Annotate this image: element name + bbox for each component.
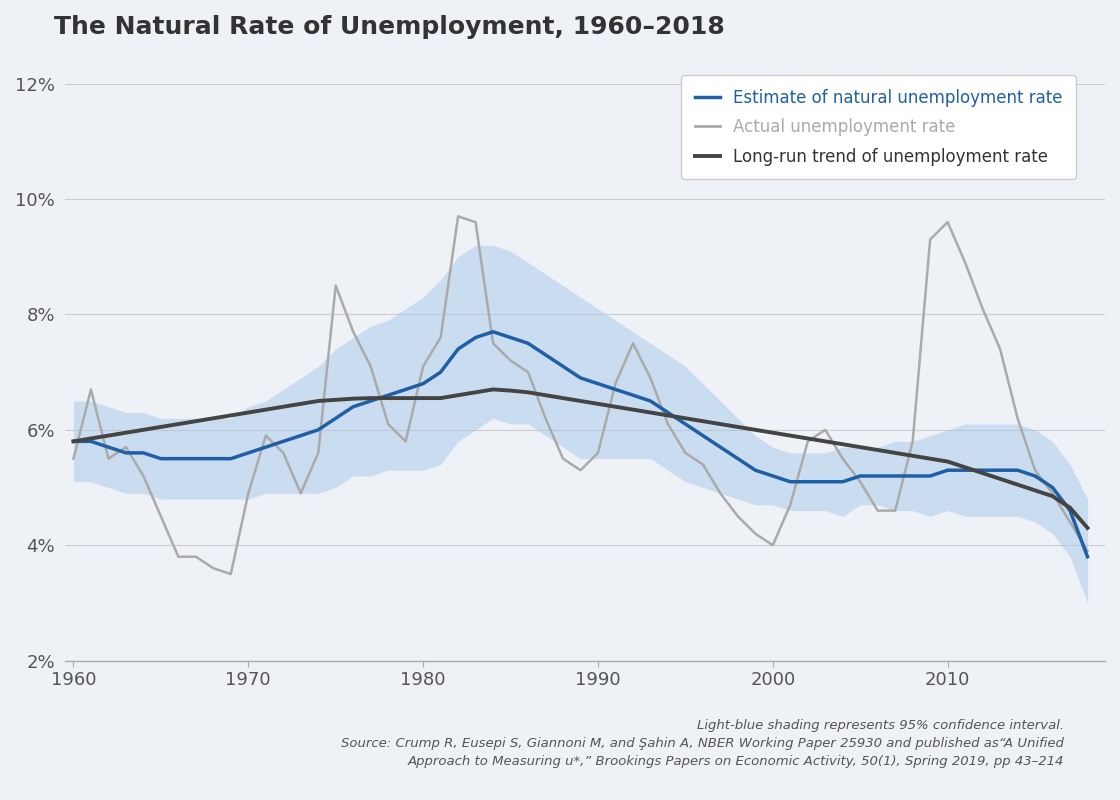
Text: Light-blue shading represents 95% confidence interval.
Source: Crump R, Eusepi S: Light-blue shading represents 95% confid… (342, 719, 1064, 768)
Text: The Natural Rate of Unemployment, 1960–2018: The Natural Rate of Unemployment, 1960–2… (54, 15, 725, 39)
Legend: Estimate of natural unemployment rate, Actual unemployment rate, Long-run trend : Estimate of natural unemployment rate, A… (681, 75, 1076, 179)
